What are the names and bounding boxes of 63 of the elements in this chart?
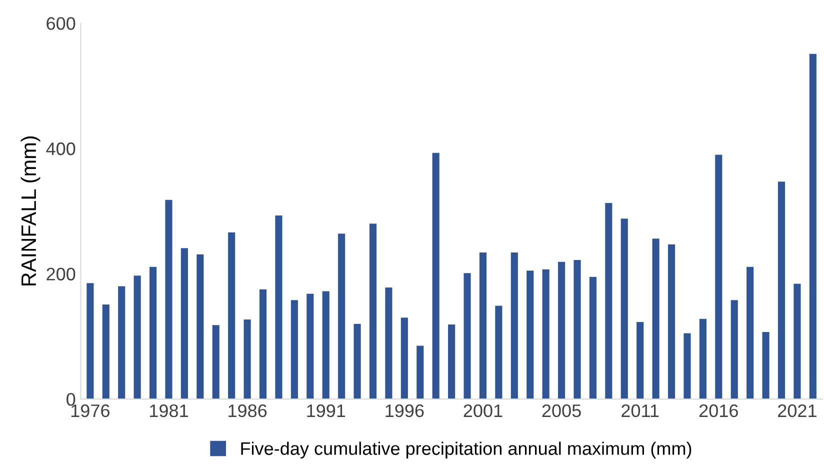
bar xyxy=(730,300,738,400)
bar xyxy=(684,333,691,400)
y-tick-label: 400 xyxy=(46,142,76,156)
bar xyxy=(290,300,298,400)
bar xyxy=(809,54,816,400)
bar xyxy=(668,244,676,400)
bar xyxy=(212,325,220,400)
y-tick-label: 200 xyxy=(46,268,76,280)
bar xyxy=(275,216,282,400)
bar xyxy=(228,232,236,400)
x-tick-label: 1976 xyxy=(71,404,110,418)
bar xyxy=(495,306,502,400)
bar xyxy=(180,248,188,400)
bar xyxy=(574,260,581,400)
bar xyxy=(464,273,471,400)
bar xyxy=(778,182,786,400)
bar xyxy=(134,276,141,400)
x-tick-label: 2005 xyxy=(542,404,581,418)
bar xyxy=(620,218,628,400)
bar xyxy=(605,202,612,400)
bar xyxy=(306,294,314,400)
bar xyxy=(762,332,770,400)
bar xyxy=(369,224,377,400)
bar xyxy=(322,291,330,400)
bar xyxy=(589,276,596,400)
x-tick-label: 2011 xyxy=(622,404,659,418)
y-tick-label: 600 xyxy=(46,17,76,30)
bar xyxy=(699,318,706,400)
bar xyxy=(652,238,660,400)
bar xyxy=(86,283,94,400)
bar xyxy=(636,322,644,400)
bar xyxy=(149,266,157,400)
y-tick-label: 0 xyxy=(66,392,76,406)
bar xyxy=(385,288,392,400)
bar xyxy=(244,319,251,400)
x-tick-label: 1996 xyxy=(386,404,424,418)
bar xyxy=(102,304,110,400)
y-axis-title: RAINFALL (mm) xyxy=(20,136,40,286)
bar xyxy=(259,289,267,400)
bar xyxy=(416,346,424,400)
bar xyxy=(794,284,801,400)
bar xyxy=(354,324,361,400)
x-tick-label: 2021 xyxy=(778,404,816,418)
bar xyxy=(510,252,518,400)
bar xyxy=(558,262,566,400)
x-tick-label: 2016 xyxy=(699,404,738,418)
bar xyxy=(118,286,126,400)
x-tick-label: 1981 xyxy=(150,404,188,418)
bar xyxy=(542,269,550,400)
x-tick-label: 2001 xyxy=(464,404,502,418)
bar xyxy=(432,152,440,400)
legend-label: Five-day cumulative precipitation annual maximum (mm) xyxy=(241,442,692,459)
bar xyxy=(715,154,722,400)
x-tick-label: 1986 xyxy=(228,404,267,418)
bar xyxy=(746,266,754,400)
bar xyxy=(338,234,346,400)
x-tick-label: 1991 xyxy=(307,404,346,418)
bar xyxy=(479,252,487,400)
bar xyxy=(165,200,172,400)
bar xyxy=(526,270,534,400)
bar xyxy=(196,254,204,400)
bar xyxy=(448,324,456,400)
bar xyxy=(400,318,408,400)
